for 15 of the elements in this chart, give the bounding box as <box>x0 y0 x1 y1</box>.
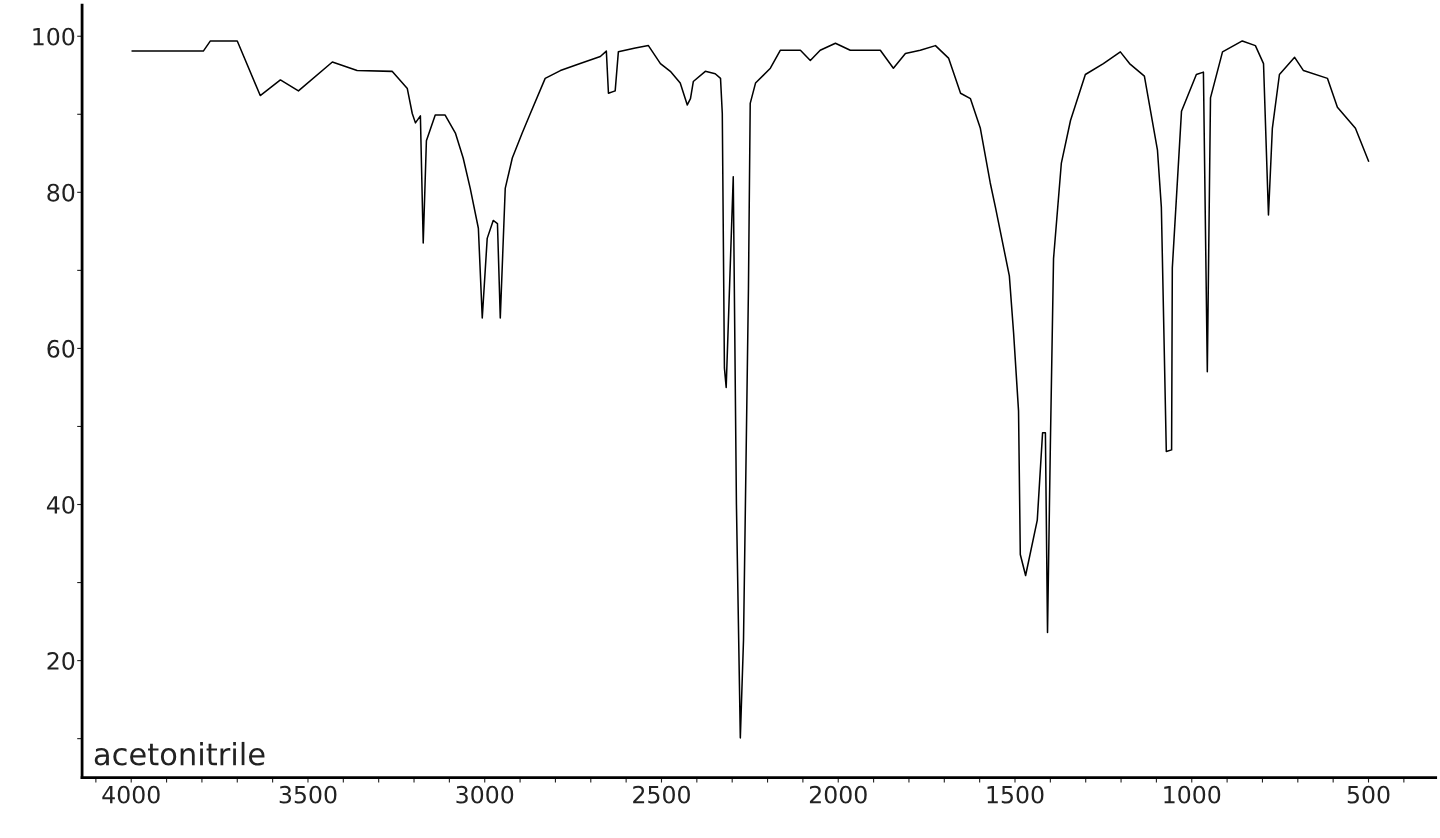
y-tick-label: 100 <box>33 27 75 46</box>
y-tick-label: 60 <box>47 339 75 358</box>
x-tick-label: 2000 <box>809 785 867 804</box>
y-tick-label: 20 <box>47 652 75 670</box>
x-tick-label: 3500 <box>279 785 337 804</box>
y-tick-label: 80 <box>47 183 75 202</box>
x-tick-label: 3000 <box>456 785 514 804</box>
annotation: acetonitrile <box>94 741 265 766</box>
x-tick-label: 4000 <box>102 785 160 804</box>
x-tick-label: 500 <box>1347 785 1390 804</box>
y-tick-label: 40 <box>46 495 75 514</box>
x-tick-label: 1000 <box>1164 785 1221 804</box>
x-tick-label: 1500 <box>987 785 1044 804</box>
x-tick-label: 2500 <box>633 785 690 804</box>
line-series <box>131 40 1370 739</box>
